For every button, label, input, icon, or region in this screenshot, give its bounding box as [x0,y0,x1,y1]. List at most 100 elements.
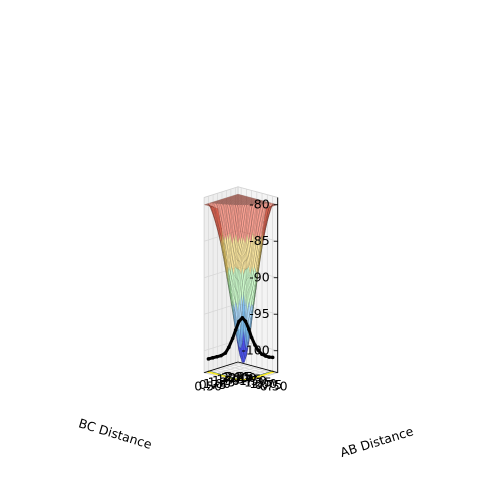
surface-cell [233,202,238,204]
surface-cell [270,205,275,207]
surface-cell [246,197,251,199]
surface-cell [228,197,232,200]
surface-cell [264,224,267,232]
surface-cell [226,219,229,234]
surface-cell [208,202,211,206]
surface-cell [235,203,240,205]
surface-cell [235,210,239,226]
surface-cell [240,203,244,205]
surface-cell [211,206,214,217]
surface-cell [250,203,255,205]
surface-cell [241,360,245,363]
surface-cell [239,255,243,264]
surface-cell [222,201,226,203]
surface-cell [236,198,241,200]
surface-cell [216,202,221,204]
surface-cell [235,259,239,270]
surface-cell [269,203,272,209]
surface-cell [214,200,218,202]
surface-cell [241,203,246,205]
surface-cell [240,236,243,247]
surface-cell [262,203,266,208]
surface-cell [222,204,226,217]
surface-cell [228,200,232,202]
z-tick-label: -85 [249,233,269,248]
surface-cell [244,201,248,203]
surface-cell [242,201,247,203]
surface-cell [235,200,239,202]
surface-cell [230,229,234,245]
surface-cell [207,205,211,207]
surface-cell [225,197,230,199]
surface-cell [258,254,261,274]
surface-cell [241,216,244,231]
surface-cell [225,241,228,254]
surface-cell [222,198,227,201]
surface-cell [242,196,247,199]
surface-cell [246,290,250,306]
surface-cell [253,199,257,201]
surface-cell [254,201,259,203]
surface-cell [238,203,243,205]
surface-cell [231,301,234,319]
surface-cell [229,203,234,205]
surface-cell [215,211,218,229]
surface-cell [242,352,245,363]
surface-cell [244,260,247,270]
surface-cell [224,203,228,205]
surface-cell [221,203,224,213]
surface-cell [263,203,267,213]
surface-cell [249,297,252,310]
surface-cell [241,201,245,203]
surface-cell [231,270,235,283]
surface-cell [234,246,238,259]
surface-cell [244,355,247,363]
surface-cell [250,303,254,314]
surface-cell [221,200,225,202]
surface-cell [208,204,212,210]
surface-cell [263,211,267,222]
surface-cell [235,196,240,198]
surface-cell [256,202,261,204]
surface-cell [249,244,253,259]
surface-cell [240,199,244,202]
surface-cell [218,200,223,202]
surface-cell [239,199,244,201]
surface-cell [218,203,222,215]
surface-cell [221,240,224,259]
surface-cell [228,203,232,205]
surface-cell [234,267,238,279]
surface-cell [205,204,210,206]
surface-cell [250,200,255,202]
surface-cell [230,203,234,205]
surface-cell [258,224,262,236]
surface-cell [230,199,235,201]
surface-cell [247,198,251,200]
surface-cell [253,285,257,294]
surface-cell [231,220,235,237]
x-tick-label: 0.50 [260,379,288,394]
surface-cell [265,207,269,223]
surface-cell [252,292,255,319]
surface-cell [240,204,244,206]
surface-cell [246,197,251,200]
surface-cell [253,276,257,288]
surface-cell [268,206,273,208]
surface-cell [226,196,231,199]
surface-cell [259,235,263,262]
surface-cell [236,196,241,198]
surface-cell [259,203,264,205]
surface-cell [239,204,243,210]
surface-cell [235,195,239,197]
surface-cell [264,203,268,210]
surface-cell [243,270,247,287]
surface-cell [238,204,242,217]
surface-cell [231,258,234,272]
surface-cell [247,287,251,302]
surface-cell [246,201,251,203]
surface-cell [270,205,274,207]
surface-cell [237,195,242,197]
surface-cell [214,208,217,218]
surface-cell [261,202,266,204]
surface-cell [228,288,232,300]
